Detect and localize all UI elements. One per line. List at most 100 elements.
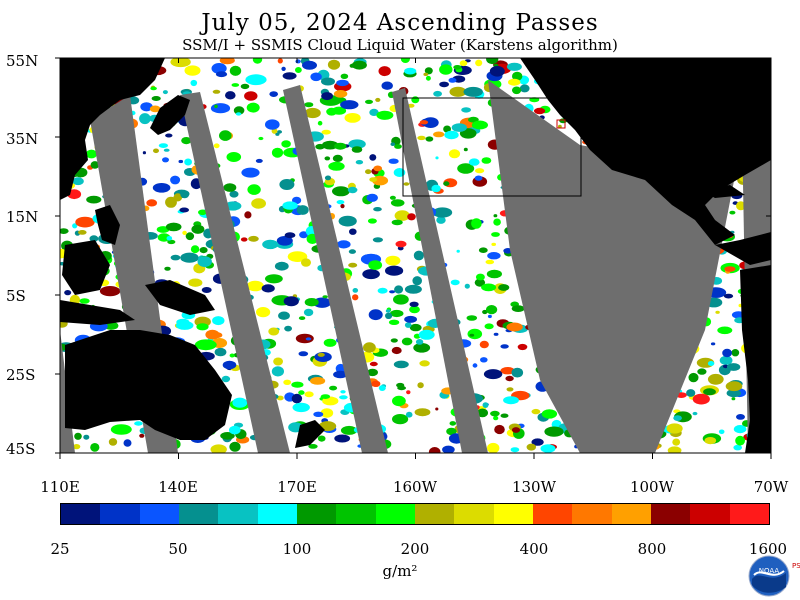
- cloud-cell: [505, 375, 514, 382]
- cloud-cell: [444, 130, 459, 140]
- cloud-cell: [233, 106, 245, 115]
- cloud-cell: [108, 438, 118, 446]
- cloud-cell: [304, 102, 314, 108]
- cloud-cell: [352, 294, 359, 301]
- cloud-cell: [404, 315, 417, 323]
- cloud-cell: [511, 427, 521, 433]
- cloud-cell: [369, 108, 379, 116]
- cloud-cell: [517, 343, 528, 351]
- land-asia: [60, 58, 165, 200]
- cloud-cell: [83, 434, 90, 440]
- cloud-cell: [425, 75, 431, 81]
- cloud-cell: [439, 64, 453, 75]
- cloud-cell: [729, 210, 736, 215]
- colorbar-swatch-0: [61, 504, 101, 524]
- cloud-cell: [666, 423, 683, 434]
- colorbar-swatch-6: [296, 504, 337, 524]
- lat-label-5s: 5S: [6, 287, 26, 305]
- colorbar-label-100: 100: [282, 540, 312, 558]
- cloud-cell: [468, 158, 480, 166]
- cloud-cell: [281, 66, 286, 71]
- cloud-cell: [558, 124, 562, 129]
- cloud-cell: [210, 444, 227, 453]
- cloud-cell: [215, 71, 228, 78]
- lon-label-100w: 100W: [629, 478, 675, 496]
- cloud-cell: [362, 269, 380, 280]
- cloud-cell: [248, 235, 259, 242]
- cloud-cell: [278, 311, 290, 320]
- cloud-cell: [439, 81, 449, 88]
- cloud-cell: [180, 190, 190, 199]
- cloud-cell: [226, 152, 242, 162]
- cloud-cell: [320, 408, 334, 418]
- axis-ticks: [55, 57, 772, 459]
- cloud-cell: [271, 366, 284, 377]
- map-subtitle: SSM/I + SSMIS Cloud Liquid Water (Karste…: [182, 36, 618, 54]
- cloud-cell: [287, 251, 308, 262]
- cloud-cell: [310, 72, 322, 82]
- cloud-cell: [490, 410, 500, 417]
- cloud-cell: [150, 86, 157, 91]
- cloud-cell: [349, 63, 355, 68]
- cloud-cell: [313, 411, 324, 417]
- cloud-cell: [404, 322, 412, 328]
- colorbar-swatch-14: [611, 504, 651, 524]
- cloud-cell: [198, 209, 207, 216]
- cloud-cell: [321, 77, 335, 86]
- cloud-cell: [323, 338, 337, 347]
- cloud-cell: [60, 228, 69, 234]
- cloud-cell: [450, 279, 460, 286]
- cloud-cell: [401, 337, 413, 346]
- cloud-cell: [261, 284, 275, 293]
- noaa-logo: NOAA: [748, 555, 790, 597]
- cloud-cell: [368, 260, 383, 270]
- cloud-cell: [190, 245, 200, 254]
- cloud-cell: [64, 290, 72, 296]
- cloud-cell: [72, 444, 81, 450]
- cloud-cell: [210, 103, 231, 114]
- cloud-cell: [726, 389, 741, 398]
- cloud-cell: [291, 393, 303, 404]
- cloud-cell: [295, 333, 314, 344]
- cloud-cell: [500, 367, 515, 375]
- cloud-cell: [279, 179, 295, 190]
- cloud-cell: [544, 426, 564, 437]
- cloud-cell: [273, 357, 283, 366]
- cloud-cell: [151, 96, 161, 101]
- cloud-cell: [89, 235, 99, 243]
- cloud-cell: [719, 355, 733, 365]
- lon-label-140e: 140E: [158, 478, 198, 496]
- cloud-cell: [673, 415, 682, 421]
- cloud-cell: [332, 186, 350, 197]
- cloud-cell: [718, 429, 725, 435]
- cloud-cell: [394, 285, 404, 294]
- cloud-cell: [466, 315, 478, 321]
- cloud-cell: [486, 269, 502, 279]
- cloud-cell: [540, 444, 556, 453]
- cloud-cell: [165, 133, 173, 138]
- cloud-cell: [352, 288, 359, 293]
- cloud-cell: [385, 255, 401, 266]
- colorbar-swatch-9: [414, 504, 455, 524]
- cloud-cell: [723, 293, 734, 299]
- cloud-cell: [180, 252, 199, 263]
- cloud-cell: [246, 280, 264, 292]
- cloud-cell: [308, 444, 318, 449]
- cloud-cell: [123, 439, 132, 447]
- cloud-cell: [511, 86, 522, 95]
- cloud-cell: [184, 65, 201, 76]
- cloud-cell: [393, 294, 409, 305]
- cloud-cell: [199, 247, 208, 254]
- cloud-cell: [433, 131, 445, 138]
- cloud-cell: [140, 102, 153, 112]
- cloud-cell: [321, 92, 333, 101]
- cloud-cell: [388, 158, 399, 164]
- colorbar-swatch-17: [729, 504, 769, 524]
- cloud-cell: [710, 342, 716, 346]
- cloud-cell: [72, 177, 84, 186]
- cloud-cell: [389, 290, 396, 294]
- swath-gap-2: [180, 92, 290, 453]
- cloud-cell: [531, 408, 541, 415]
- region-box: [402, 97, 582, 197]
